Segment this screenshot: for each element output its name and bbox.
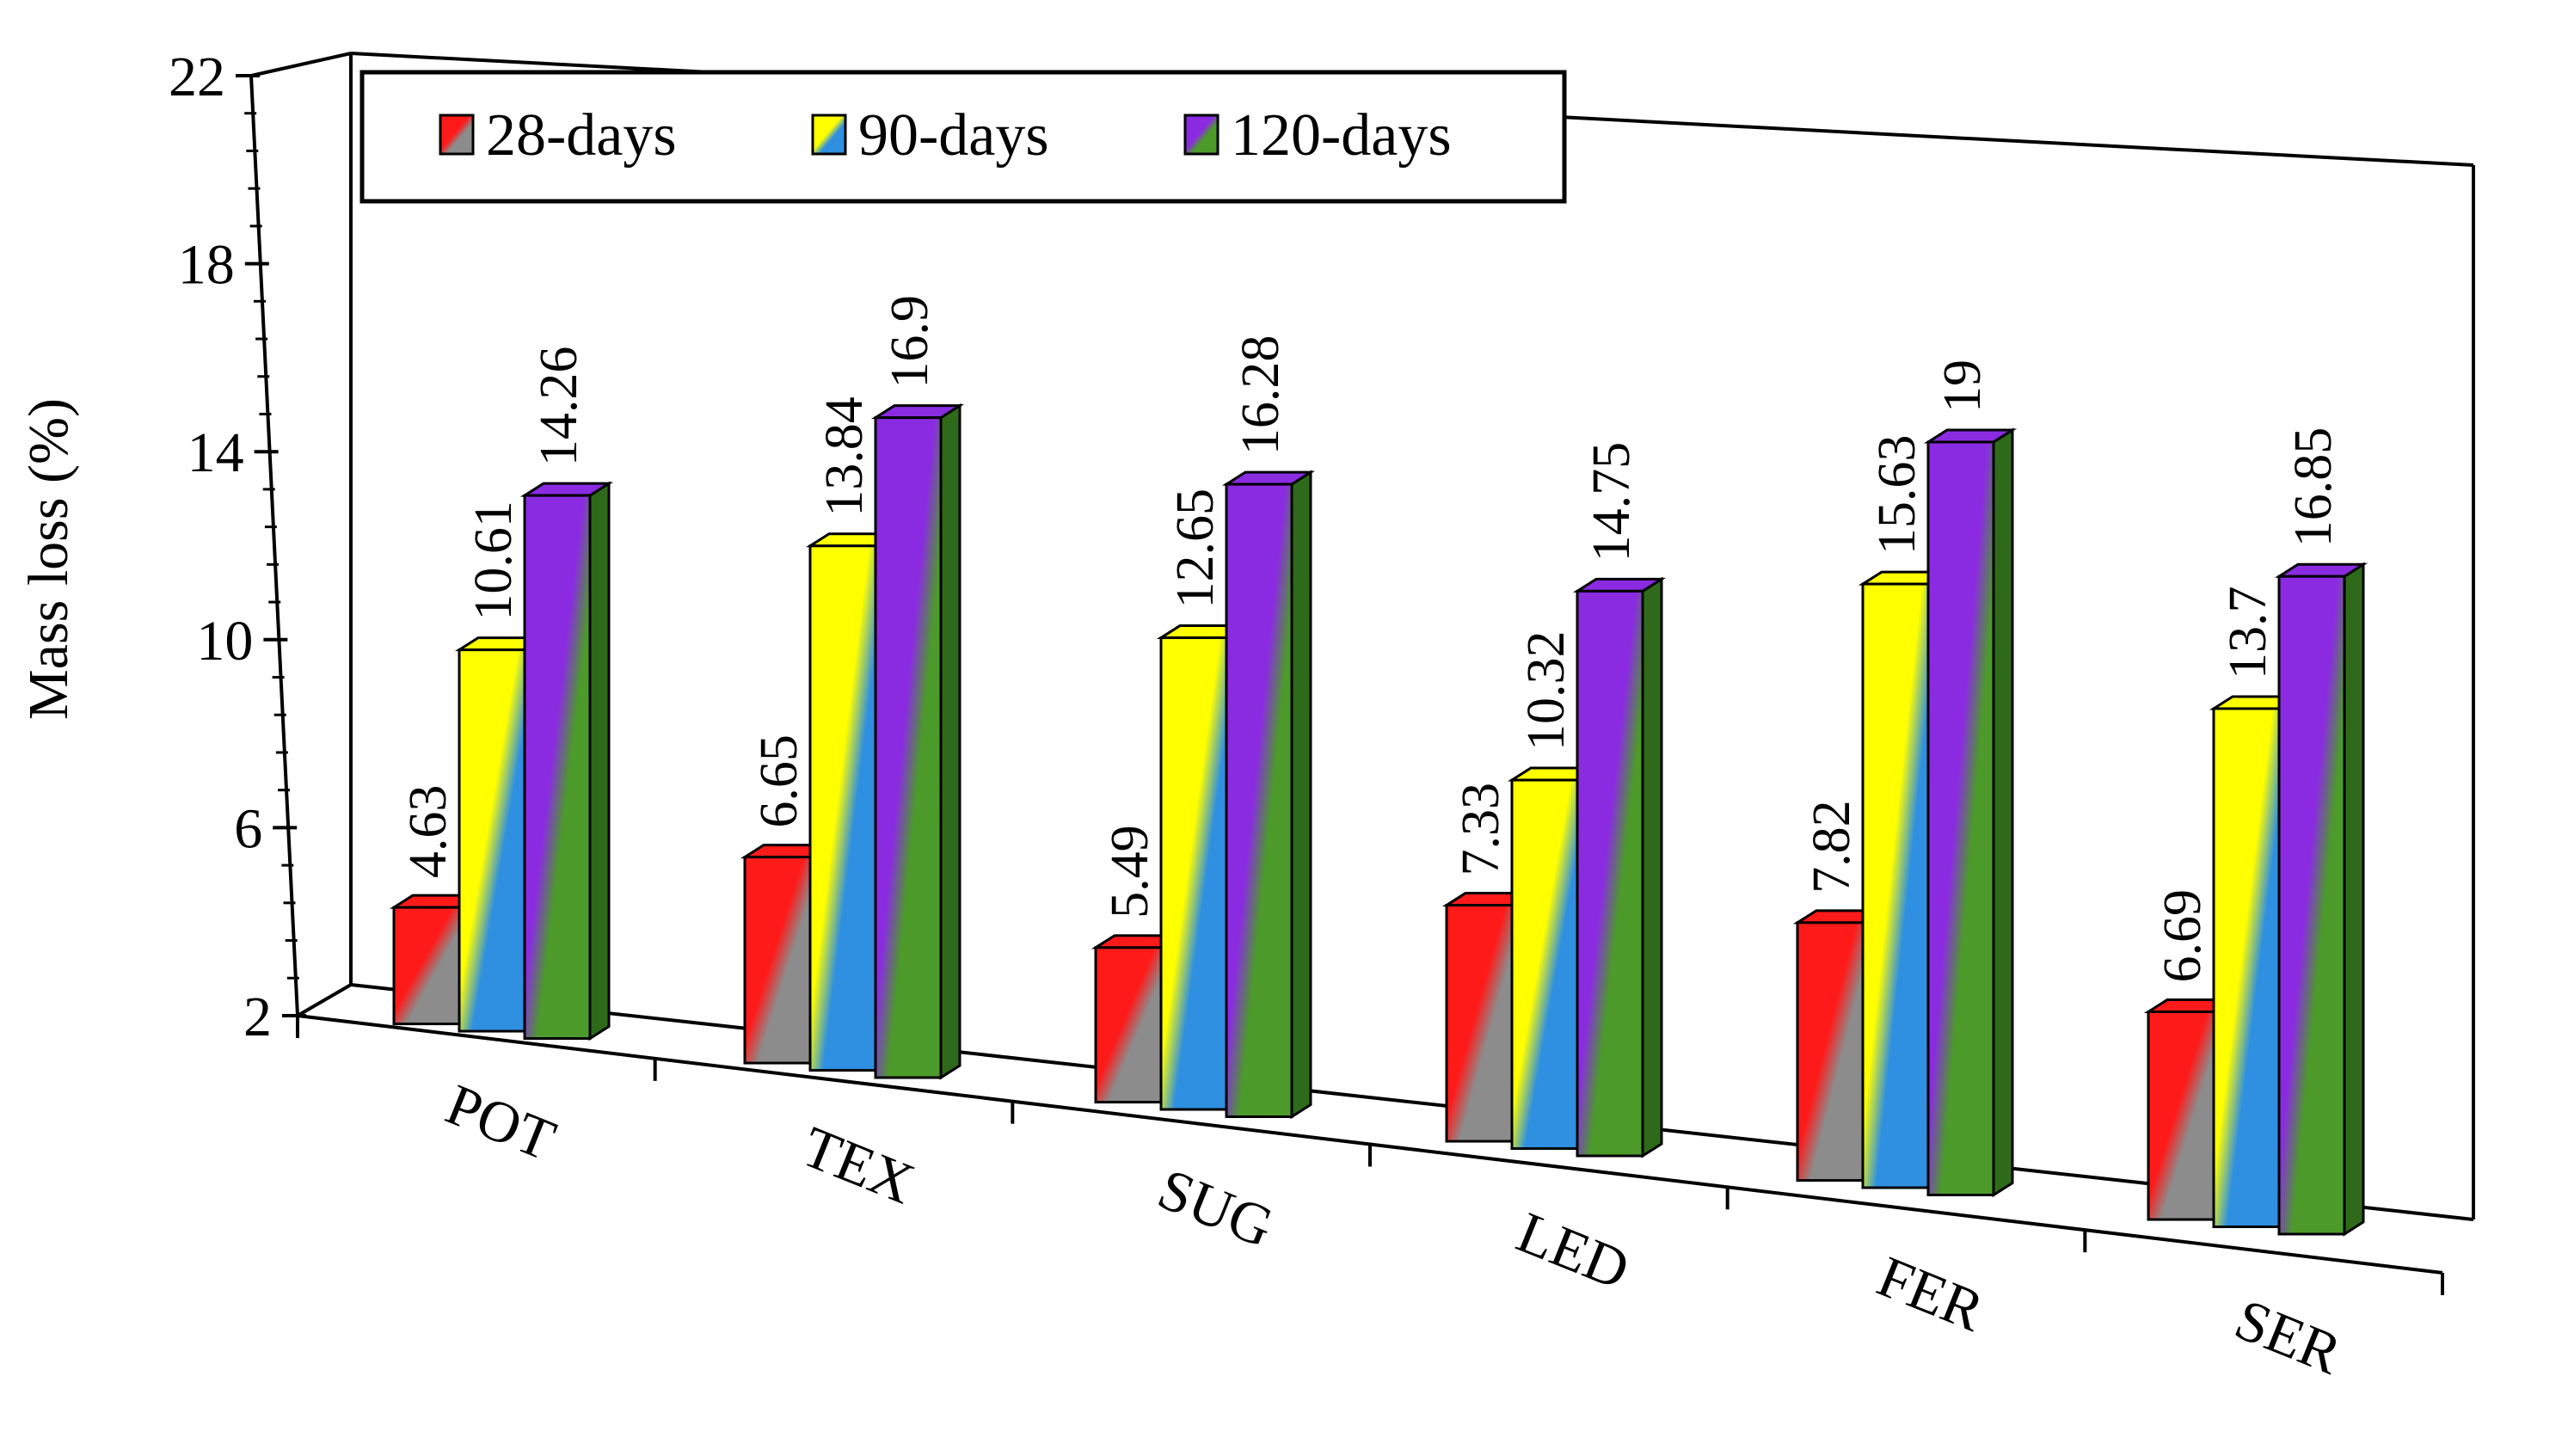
bar-side bbox=[2343, 562, 2365, 1237]
value-label-tex-90-days: 13.84 bbox=[815, 396, 874, 517]
value-label-sug-28-days: 5.49 bbox=[1101, 825, 1159, 918]
value-label-pot-120-days: 14.26 bbox=[530, 347, 588, 467]
x-tick-label-sug: SUG bbox=[1149, 1156, 1282, 1260]
bar-front bbox=[808, 544, 877, 1072]
legend-item-28-days: 28-days bbox=[439, 102, 677, 169]
y-axis-line bbox=[249, 75, 299, 1017]
bar-front bbox=[1861, 582, 1930, 1189]
y-tick-label: 22 bbox=[169, 46, 225, 108]
legend-item-120-days: 120-days bbox=[1183, 102, 1452, 169]
bar-front bbox=[392, 906, 461, 1026]
bar-front bbox=[2277, 574, 2346, 1236]
value-label-tex-28-days: 6.65 bbox=[750, 734, 808, 828]
value-label-led-28-days: 7.33 bbox=[1452, 783, 1510, 876]
y-tick-label: 10 bbox=[196, 610, 253, 673]
bar-pot-120-days bbox=[519, 481, 614, 1041]
bar-front bbox=[1576, 589, 1644, 1158]
bar-front bbox=[1159, 636, 1228, 1111]
legend-swatch-120-days bbox=[1183, 114, 1220, 156]
bar-ser-120-days bbox=[2274, 562, 2368, 1237]
bar-front bbox=[458, 648, 526, 1033]
y-tick-label: 6 bbox=[234, 797, 262, 860]
value-label-pot-90-days: 10.61 bbox=[464, 501, 523, 621]
y-tick-label: 18 bbox=[178, 234, 235, 297]
bar-side bbox=[939, 402, 962, 1080]
legend-item-90-days: 90-days bbox=[811, 102, 1049, 169]
bar-led-120-days bbox=[1572, 576, 1667, 1158]
value-label-pot-28-days: 4.63 bbox=[399, 785, 458, 879]
bar-front bbox=[1225, 482, 1293, 1119]
y-ticks: 2 6 10 14 18 22 bbox=[169, 46, 306, 1048]
legend-label-28-days: 28-days bbox=[486, 102, 677, 169]
bar-side bbox=[1992, 427, 2014, 1198]
value-label-ser-28-days: 6.69 bbox=[2153, 889, 2212, 983]
bar-front bbox=[1094, 946, 1163, 1104]
legend: 28-days 90-days 120-days bbox=[359, 70, 1567, 204]
bar-front bbox=[1796, 921, 1865, 1183]
x-tick-label-tex: TEX bbox=[794, 1113, 924, 1216]
bar-front bbox=[1445, 904, 1514, 1143]
bar-side bbox=[588, 481, 611, 1041]
bars bbox=[389, 402, 2368, 1237]
bar-front bbox=[2212, 707, 2281, 1229]
value-label-led-120-days: 14.75 bbox=[1582, 442, 1641, 562]
bar-front bbox=[523, 494, 592, 1041]
value-label-sug-120-days: 16.28 bbox=[1232, 335, 1290, 456]
legend-box bbox=[359, 70, 1567, 204]
x-axis: POT TEX SUG LED FER SER bbox=[296, 1014, 2444, 1387]
y-tick-label: 2 bbox=[243, 986, 272, 1048]
value-label-fer-120-days: 19 bbox=[1933, 359, 1992, 413]
legend-swatch-28-days bbox=[439, 114, 475, 156]
y-axis-label: Mass loss (%) bbox=[17, 398, 80, 720]
bar-side bbox=[1290, 470, 1312, 1120]
x-ticks bbox=[296, 1016, 2444, 1295]
value-label-tex-120-days: 16.9 bbox=[881, 295, 939, 389]
x-tick-label-led: LED bbox=[1508, 1199, 1638, 1302]
legend-swatch-90-days bbox=[811, 114, 847, 156]
y-tick-label: 14 bbox=[187, 421, 244, 484]
bar-front bbox=[1926, 440, 1995, 1196]
value-label-sug-90-days: 12.65 bbox=[1166, 488, 1225, 609]
legend-label-90-days: 90-days bbox=[858, 102, 1049, 169]
back-floor-edge bbox=[350, 983, 2474, 1221]
bar-sug-120-days bbox=[1221, 470, 1316, 1120]
bar-front bbox=[1510, 778, 1579, 1151]
value-label-ser-90-days: 13.7 bbox=[2219, 586, 2277, 679]
bar-front bbox=[874, 416, 943, 1079]
x-tick-label-pot: POT bbox=[438, 1071, 565, 1173]
value-label-fer-28-days: 7.82 bbox=[1803, 800, 1861, 894]
bar-led-28-days bbox=[1441, 890, 1536, 1144]
x-tick-label-fer: FER bbox=[1869, 1243, 1994, 1343]
x-tick-label-ser: SER bbox=[2227, 1286, 2351, 1386]
bar-front bbox=[743, 856, 812, 1065]
legend-label-120-days: 120-days bbox=[1231, 102, 1452, 169]
floor-left-edge bbox=[296, 983, 353, 1017]
bar-side bbox=[1641, 576, 1663, 1158]
bar-fer-120-days bbox=[1923, 427, 2018, 1198]
bar-front bbox=[2147, 1011, 2215, 1221]
value-label-ser-120-days: 16.85 bbox=[2284, 427, 2343, 548]
y-axis: 2 6 10 14 18 22 Mass loss (%) bbox=[17, 46, 306, 1048]
bar-tex-120-days bbox=[870, 402, 965, 1080]
value-label-fer-90-days: 15.63 bbox=[1868, 435, 1926, 556]
y-axis-top-link bbox=[250, 52, 352, 77]
value-label-led-90-days: 10.32 bbox=[1517, 631, 1576, 752]
